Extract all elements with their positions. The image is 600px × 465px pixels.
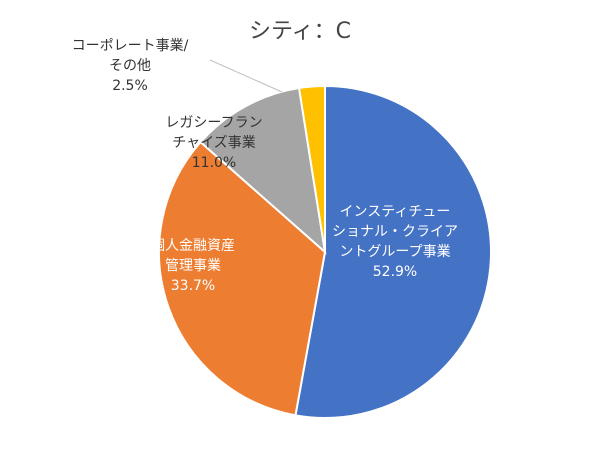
slice-label-0: インスティチューショナル・クライアントグループ事業 52.9%	[332, 204, 458, 280]
slice-label-3: コーポレート事業/その他 2.5%	[72, 38, 189, 94]
slice-label-line: ントグループ事業	[339, 244, 450, 260]
slice-label-line: インスティチュー	[340, 204, 451, 220]
slice-label-line: ショナル・クライア	[332, 224, 458, 240]
slice-value-label: 2.5%	[112, 78, 148, 94]
slice-label-line: チャイズ事業	[172, 135, 255, 151]
slice-label-line: その他	[109, 58, 151, 74]
pie-slice-3	[297, 84, 326, 253]
pie-slice-1	[158, 140, 327, 417]
slice-label-line: コーポレート事業/	[72, 38, 189, 54]
slice-label-line: レガシーフラン	[165, 115, 262, 131]
leader-line-3	[209, 59, 283, 93]
slice-label-line: 個人金融資産	[151, 238, 235, 254]
slice-value-label: 33.7%	[171, 278, 215, 294]
slice-label-1: 個人金融資産管理事業 33.7%	[151, 238, 235, 294]
slice-value-label: 11.0%	[192, 155, 236, 171]
pie-slice-2	[199, 86, 327, 255]
slice-label-2: レガシーフランチャイズ事業 11.0%	[165, 115, 262, 171]
slice-label-line: 管理事業	[165, 258, 221, 274]
chart-title: シティ：C	[249, 19, 351, 44]
slice-value-label: 52.9%	[373, 264, 417, 280]
pie-slice-0	[294, 84, 492, 419]
